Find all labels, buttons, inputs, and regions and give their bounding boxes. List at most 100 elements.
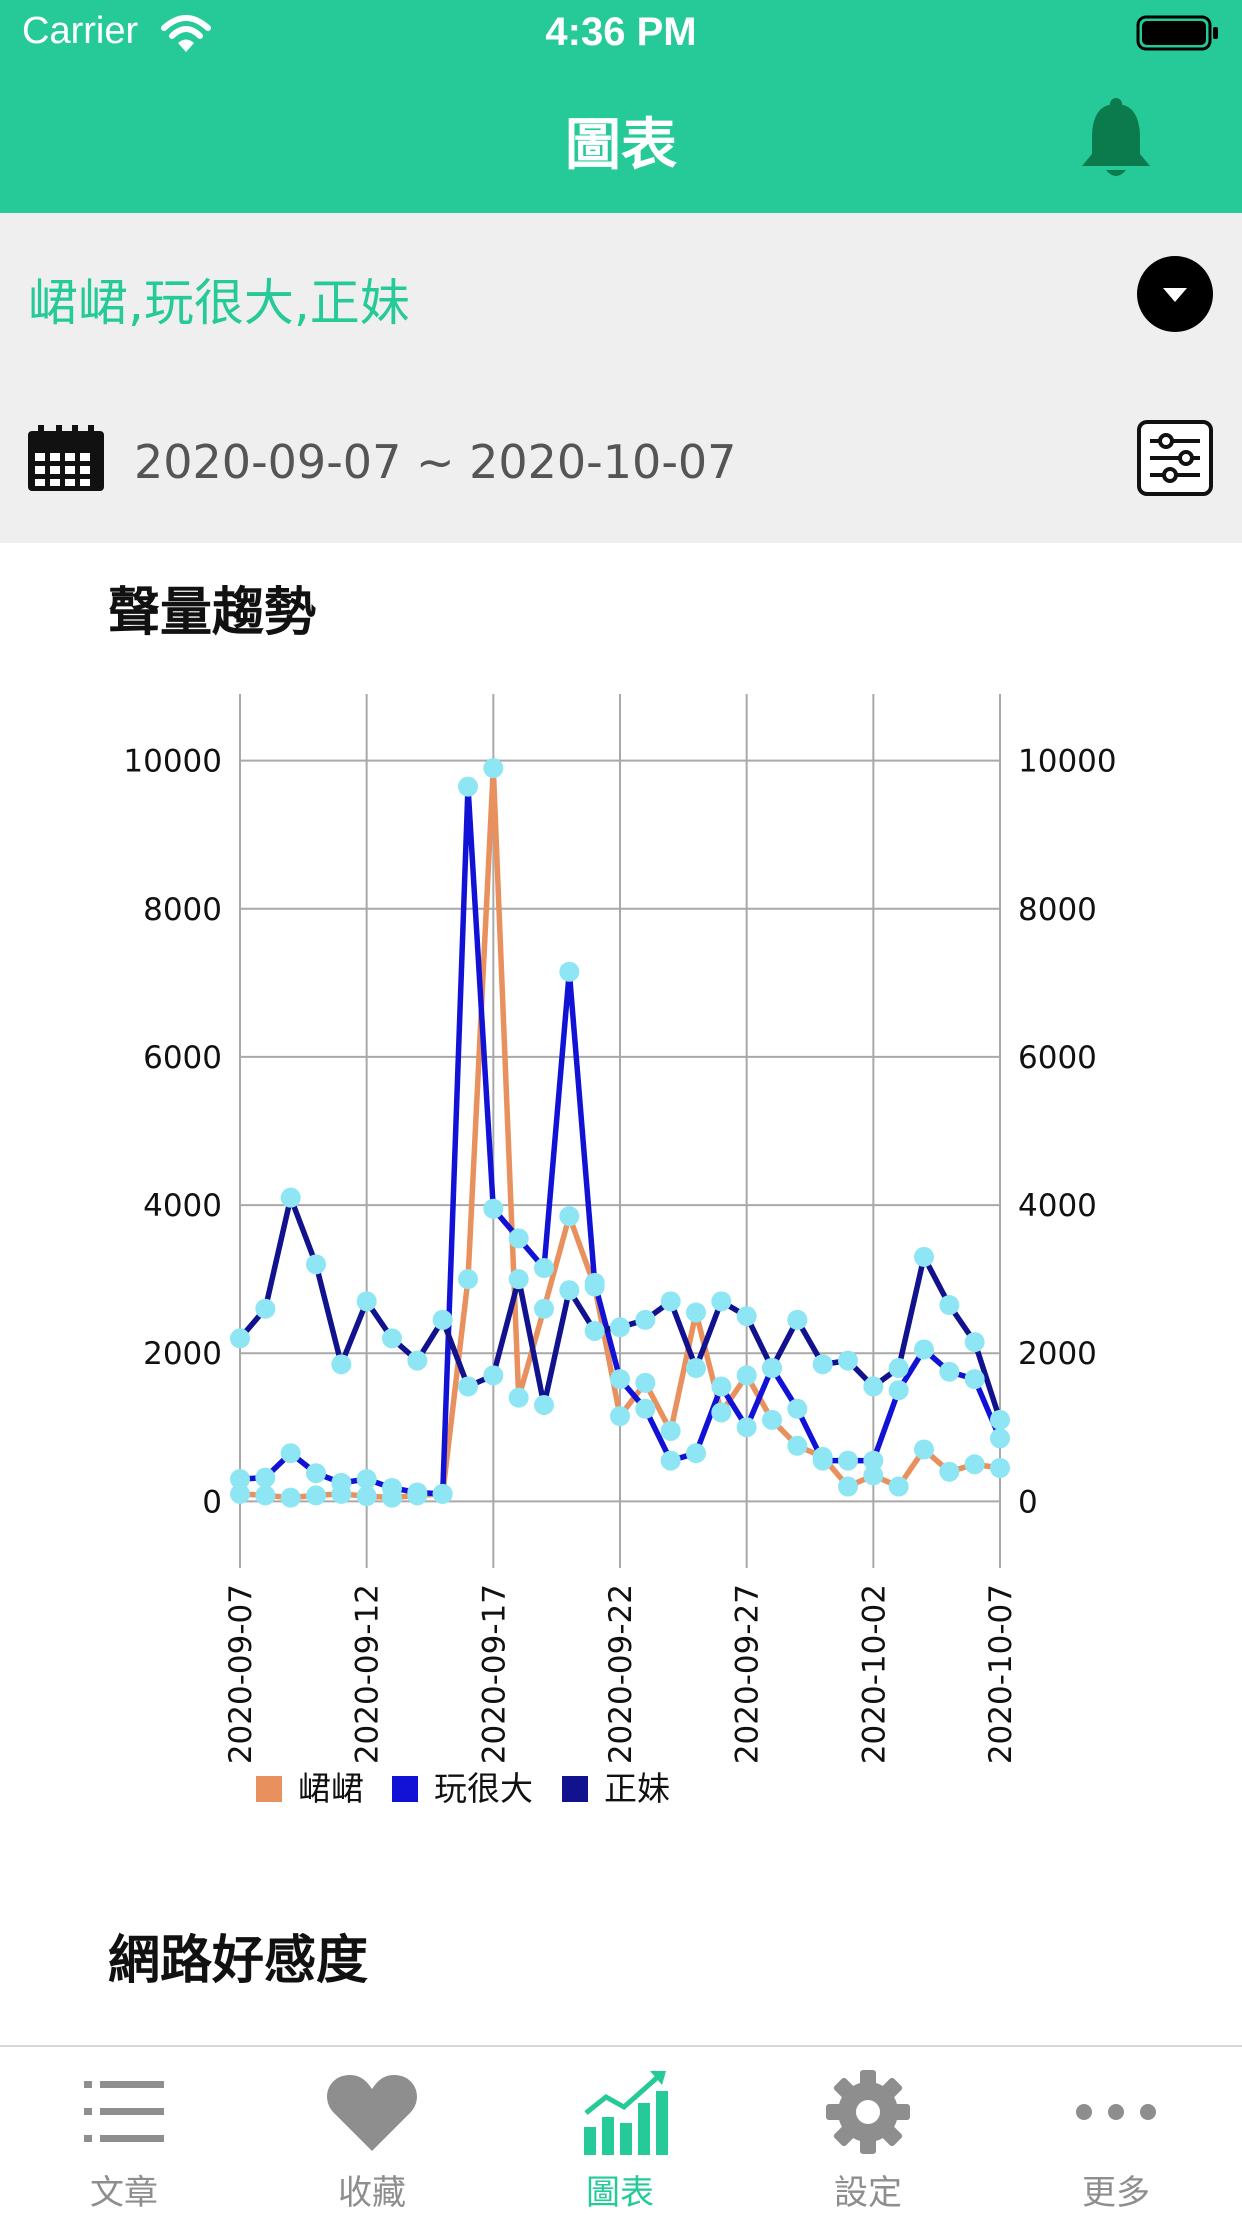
data-point	[660, 1450, 681, 1471]
data-point	[407, 1482, 428, 1503]
y-tick-label-left: 0	[202, 1484, 222, 1520]
data-point	[964, 1454, 985, 1475]
y-tick-label-left: 2000	[143, 1336, 222, 1372]
data-point	[306, 1463, 326, 1484]
gear-icon	[826, 2070, 910, 2154]
data-point	[382, 1478, 402, 1499]
data-point	[838, 1450, 858, 1471]
tab-settings[interactable]: 設定	[744, 2047, 992, 2213]
data-point	[230, 1483, 250, 1504]
date-range[interactable]: 2020-09-07 ~ 2020-10-07	[134, 435, 737, 489]
data-point	[914, 1439, 934, 1460]
y-tick-label-left: 10000	[123, 744, 222, 780]
data-point	[863, 1376, 884, 1397]
tab-label: 圖表	[586, 2173, 654, 2213]
y-tick-label-right: 6000	[1018, 1040, 1097, 1076]
status-bar: Carrier 4:36 PM	[0, 0, 1242, 68]
data-point	[584, 1272, 605, 1293]
data-point	[458, 776, 478, 797]
data-point	[331, 1472, 352, 1493]
data-point	[559, 1206, 580, 1227]
data-point	[255, 1485, 276, 1506]
sentiment-section-title: 網路好感度	[108, 1931, 369, 1991]
data-point	[711, 1402, 732, 1423]
tab-charts[interactable]: 圖表	[496, 2047, 744, 2213]
y-tick-label-right: 0	[1018, 1484, 1038, 1520]
data-point	[356, 1486, 377, 1507]
data-point	[787, 1435, 808, 1456]
data-point	[559, 961, 580, 982]
chart-icon	[584, 2071, 668, 2155]
y-tick-label-right: 4000	[1018, 1188, 1097, 1224]
carrier-label: Carrier	[22, 10, 139, 52]
data-point	[990, 1428, 1010, 1449]
data-point	[888, 1358, 909, 1379]
data-point	[660, 1420, 681, 1441]
data-point	[787, 1309, 808, 1330]
data-point	[812, 1354, 833, 1375]
data-point	[939, 1461, 960, 1482]
data-point	[559, 1280, 580, 1301]
battery-icon	[1136, 15, 1218, 51]
data-point	[686, 1302, 706, 1323]
tab-favorites[interactable]: 收藏	[248, 2047, 496, 2213]
data-point	[508, 1387, 529, 1408]
data-point	[534, 1298, 554, 1319]
tab-bar: 文章 收藏 圖表	[0, 2045, 1242, 2213]
data-point	[230, 1328, 250, 1349]
data-point	[635, 1309, 656, 1330]
data-point	[863, 1450, 884, 1471]
data-point	[306, 1485, 326, 1506]
sliders-icon[interactable]	[1136, 419, 1214, 497]
data-point	[483, 1198, 504, 1219]
list-icon	[84, 2081, 164, 2142]
dropdown-icon[interactable]	[1136, 255, 1214, 333]
data-point	[356, 1291, 377, 1312]
tab-articles[interactable]: 文章	[0, 2047, 248, 2213]
bell-icon[interactable]	[1078, 96, 1154, 180]
y-tick-label-left: 8000	[143, 892, 222, 928]
x-tick-label: 2020-09-12	[350, 1584, 386, 1764]
page-title: 圖表	[565, 113, 677, 178]
nav-header: Carrier 4:36 PM 圖表	[0, 0, 1242, 213]
data-point	[939, 1295, 960, 1316]
data-point	[964, 1369, 985, 1390]
data-point	[888, 1476, 909, 1497]
x-tick-label: 2020-09-27	[730, 1584, 766, 1764]
data-point	[331, 1354, 352, 1375]
data-point	[863, 1465, 884, 1486]
data-point	[736, 1365, 757, 1386]
trend-section-title: 聲量趨勢	[108, 583, 317, 643]
keyword-selector[interactable]: 峮峮,玩很大,正妹	[28, 274, 410, 332]
data-point	[483, 758, 504, 779]
data-point	[508, 1269, 529, 1290]
calendar-icon[interactable]	[26, 423, 106, 493]
data-point	[660, 1291, 681, 1312]
data-point	[458, 1269, 478, 1290]
data-point	[914, 1339, 934, 1360]
data-point	[939, 1361, 960, 1382]
data-point	[230, 1469, 250, 1490]
data-point	[255, 1298, 276, 1319]
data-point	[635, 1398, 656, 1419]
x-tick-label: 2020-09-17	[476, 1584, 512, 1764]
data-point	[762, 1409, 782, 1430]
x-tick-label: 2020-09-22	[603, 1584, 639, 1764]
data-point	[432, 1483, 453, 1504]
data-point	[382, 1328, 402, 1349]
legend-swatch	[256, 1776, 282, 1802]
data-point	[736, 1417, 757, 1438]
tab-more[interactable]: 更多	[992, 2047, 1240, 2213]
data-point	[534, 1258, 554, 1279]
data-point	[280, 1487, 301, 1508]
wifi-icon	[161, 15, 211, 52]
legend-label: 峮峮	[298, 1769, 364, 1808]
data-point	[458, 1376, 478, 1397]
data-point	[610, 1406, 630, 1427]
data-point	[508, 1228, 529, 1249]
tab-label: 收藏	[338, 2173, 406, 2213]
y-tick-label-right: 2000	[1018, 1336, 1097, 1372]
data-point	[610, 1369, 630, 1390]
data-point	[838, 1350, 858, 1371]
tab-label: 設定	[834, 2173, 902, 2213]
